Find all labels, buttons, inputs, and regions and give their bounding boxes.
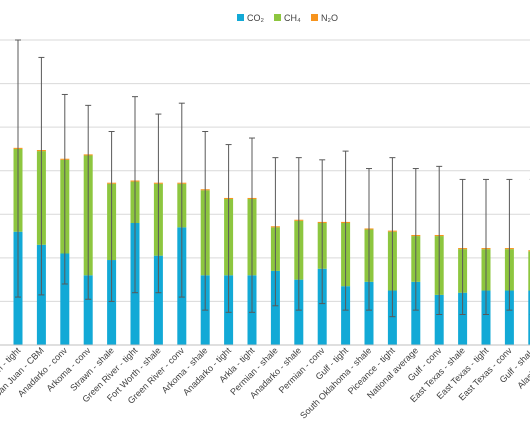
legend: CO₂ CH₄ N₂O (237, 13, 338, 23)
bar-segment (411, 281, 421, 345)
legend-swatch (237, 14, 244, 21)
bar-segment (504, 290, 514, 345)
bar-segment (60, 253, 70, 345)
bar-segment (364, 281, 374, 345)
bar-segment (270, 270, 280, 345)
bar-segment (528, 250, 530, 252)
bars (13, 147, 530, 345)
bar-segment (317, 268, 327, 345)
gridlines (0, 39, 530, 346)
bar-segment (528, 251, 530, 291)
bar-segment (434, 294, 444, 345)
bar-segment (528, 290, 530, 345)
legend-label: CO₂ (247, 13, 265, 23)
bar-segment (341, 286, 351, 345)
legend-label: CH₄ (284, 13, 301, 23)
bar-segment (107, 260, 117, 345)
legend-label: N₂O (321, 13, 338, 23)
bar-segment (481, 290, 491, 345)
bar-segment (387, 290, 397, 345)
legend-swatch (274, 14, 281, 21)
bar-segment (294, 279, 304, 345)
error-bars (15, 39, 530, 318)
bar-segment (83, 275, 93, 345)
legend-swatch (311, 14, 318, 21)
bar-segment (458, 292, 468, 345)
bar-segment (153, 255, 163, 345)
